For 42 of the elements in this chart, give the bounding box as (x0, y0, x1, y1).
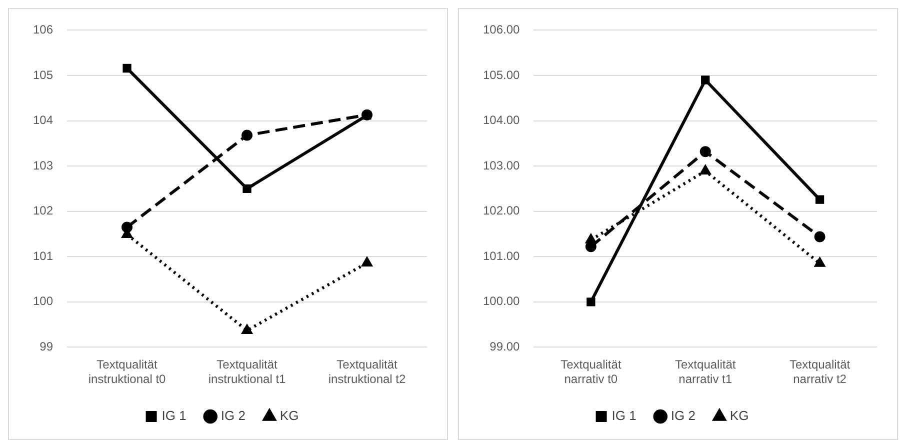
y-tick-label: 102.00 (483, 204, 520, 218)
y-tick-label: 101 (32, 248, 54, 263)
y-tick-label: 104.00 (483, 113, 520, 128)
y-tick-label: 103.00 (483, 158, 520, 172)
legend-label: KG (730, 408, 749, 424)
y-tick-label: 101.00 (483, 248, 520, 263)
x-tick-label: Textqualität instruktional t1 (208, 358, 286, 386)
y-tick-label: 99.00 (490, 340, 520, 354)
y-tick-label: 106.00 (483, 22, 520, 37)
x-tick-label: Textqualität instruktional t2 (328, 358, 406, 386)
y-tick-label: 105 (32, 68, 54, 82)
x-tick-label: Textqualität narrativ t0 (560, 358, 622, 386)
x-tick-label: Textqualität narrativ t1 (675, 358, 736, 386)
legend-label: IG 2 (220, 408, 246, 424)
legend-label: IG 1 (162, 408, 186, 424)
point (700, 146, 711, 158)
point (701, 76, 710, 84)
point (815, 195, 824, 204)
legend-label: KG (280, 408, 299, 424)
y-tick-label: 106 (32, 22, 54, 37)
legend-label: IG 1 (612, 408, 636, 424)
point (814, 231, 826, 242)
y-tick-label: 99 (40, 340, 54, 354)
point (242, 324, 252, 334)
legend-label: IG 2 (670, 408, 696, 424)
y-tick-label: 100 (32, 294, 54, 308)
point (700, 166, 710, 175)
x-tick-label: Textqualität instruktional t0 (88, 358, 166, 386)
y-tick-label: 105.00 (483, 68, 520, 82)
point (122, 222, 133, 233)
y-tick-label: 100.00 (483, 294, 520, 308)
point (242, 184, 252, 194)
point (242, 130, 253, 141)
y-tick-label: 103 (32, 158, 54, 172)
point (586, 234, 596, 244)
x-tick-label: Textqualität narrativ t2 (789, 358, 851, 386)
point (814, 258, 825, 267)
point (362, 257, 372, 266)
point (122, 64, 132, 73)
y-tick-label: 102 (32, 204, 54, 218)
y-tick-label: 104 (32, 113, 54, 128)
point (586, 298, 596, 306)
